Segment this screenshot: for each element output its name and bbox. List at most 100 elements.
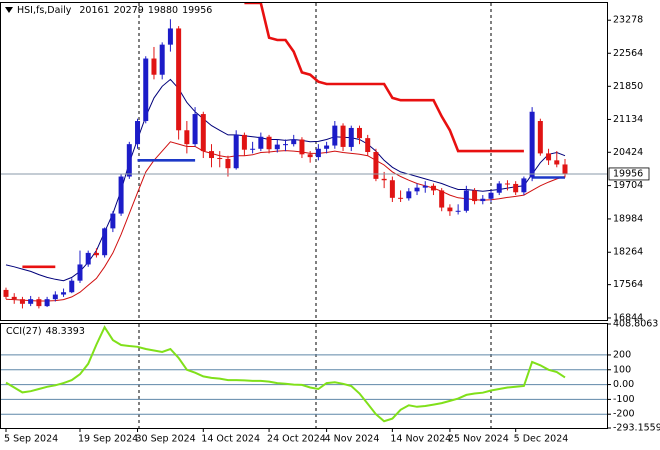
y-tick-label: 21134 — [613, 114, 643, 125]
candle-body — [291, 139, 297, 145]
candle-body — [389, 180, 395, 198]
candle-body — [283, 144, 288, 146]
collapse-arrow[interactable] — [5, 7, 13, 13]
candle-body — [192, 114, 198, 145]
candle-body — [398, 197, 404, 199]
candle-body — [439, 190, 445, 208]
candle-body — [52, 294, 58, 300]
x-tick-label: 25 Nov 2024 — [448, 434, 509, 445]
x-tick-label: 19 Sep 2024 — [78, 434, 138, 445]
candle-body — [126, 144, 132, 177]
ohlc-value: 20161 — [79, 5, 109, 16]
candle-body — [381, 178, 387, 181]
candle-body — [233, 134, 239, 169]
x-tick-label: 30 Sep 2024 — [136, 434, 196, 445]
candle-body — [61, 292, 67, 295]
cci-title: CCI(27) 48.3393 — [6, 326, 85, 337]
candle-body — [463, 190, 469, 211]
candle-body — [340, 125, 346, 147]
candle-body — [480, 198, 486, 202]
candle-body — [546, 153, 552, 161]
candle-body — [513, 183, 519, 193]
candle-body — [11, 296, 17, 300]
candle-body — [299, 139, 305, 155]
y-tick-label: 21850 — [613, 81, 643, 92]
candle-body — [151, 58, 157, 75]
candle-body — [430, 185, 436, 191]
price-label-box — [608, 167, 650, 181]
indicator-line — [5, 325, 566, 423]
candle-body — [406, 191, 412, 199]
candle-body — [324, 145, 330, 149]
candle-body — [217, 158, 223, 160]
x-tick-label: 5 Sep 2024 — [4, 434, 58, 445]
price-panel-frame — [0, 2, 608, 321]
ohlc-value: 20279 — [114, 5, 144, 16]
candle-body — [488, 192, 494, 199]
candle-body — [77, 264, 83, 281]
candle-body — [496, 183, 502, 193]
candle-body — [143, 58, 149, 122]
y-tick-label: 23278 — [613, 15, 643, 26]
candle-body — [356, 127, 362, 139]
candle-body — [184, 130, 190, 145]
candle-body — [348, 127, 354, 147]
candle-body — [274, 144, 280, 150]
y-tick-label: 0.00 — [613, 379, 634, 390]
candle-body — [19, 299, 25, 304]
symbol-name: HSI,fs,Daily — [17, 5, 72, 16]
candle-body — [332, 125, 338, 146]
candle-body — [200, 114, 206, 152]
cci-panel — [0, 324, 607, 428]
price-panel-title: HSI,fs,Daily 20161 20279 19880 19956 — [17, 5, 212, 16]
candle-body — [241, 134, 247, 150]
ohlc-value: 19880 — [148, 5, 178, 16]
candle-body — [266, 136, 272, 150]
candle-body — [102, 228, 108, 256]
y-tick-label: 200 — [613, 349, 631, 360]
candle-body — [562, 164, 568, 174]
candle-body — [93, 252, 99, 256]
candle-body — [529, 111, 535, 178]
x-tick-label: 14 Oct 2024 — [201, 434, 260, 445]
candle-body — [537, 121, 543, 154]
candle-body — [176, 28, 182, 131]
candle-body — [36, 299, 42, 307]
candle-body — [414, 187, 420, 192]
x-tick-label: 4 Nov 2024 — [325, 434, 380, 445]
y-tick-label: 408.8063 — [613, 319, 658, 330]
candle-body — [28, 299, 34, 304]
candle-body — [447, 207, 453, 212]
price-panel — [0, 3, 607, 320]
indicator-value: 48.3393 — [46, 326, 85, 337]
y-tick-label: -200 — [613, 409, 635, 420]
candle-body — [225, 158, 231, 169]
candle-body — [69, 280, 75, 293]
indicator-line — [22, 3, 524, 269]
x-tick-label: 24 Oct 2024 — [267, 434, 326, 445]
price-label: 19956 — [613, 168, 643, 179]
candle-body — [44, 299, 50, 307]
candle-body — [455, 210, 461, 212]
candle-body — [118, 176, 124, 214]
y-tick-label: -100 — [613, 394, 635, 405]
y-tick-label: 17564 — [613, 279, 643, 290]
candle-body — [167, 28, 173, 45]
candle-body — [373, 152, 379, 179]
cci-panel-frame — [0, 323, 608, 429]
candle-body — [250, 148, 256, 150]
candle-body — [209, 151, 215, 159]
y-tick-label: 18264 — [613, 247, 643, 258]
candle-body — [504, 183, 510, 185]
candle-body — [258, 136, 264, 149]
candle-body — [521, 178, 527, 193]
ohlc-value: 19956 — [182, 5, 212, 16]
indicator-line — [137, 159, 565, 179]
candle-body — [3, 289, 9, 297]
y-tick-label: -293.1559 — [613, 423, 660, 434]
candle-body — [85, 252, 91, 265]
y-tick-label: 100 — [613, 364, 631, 375]
